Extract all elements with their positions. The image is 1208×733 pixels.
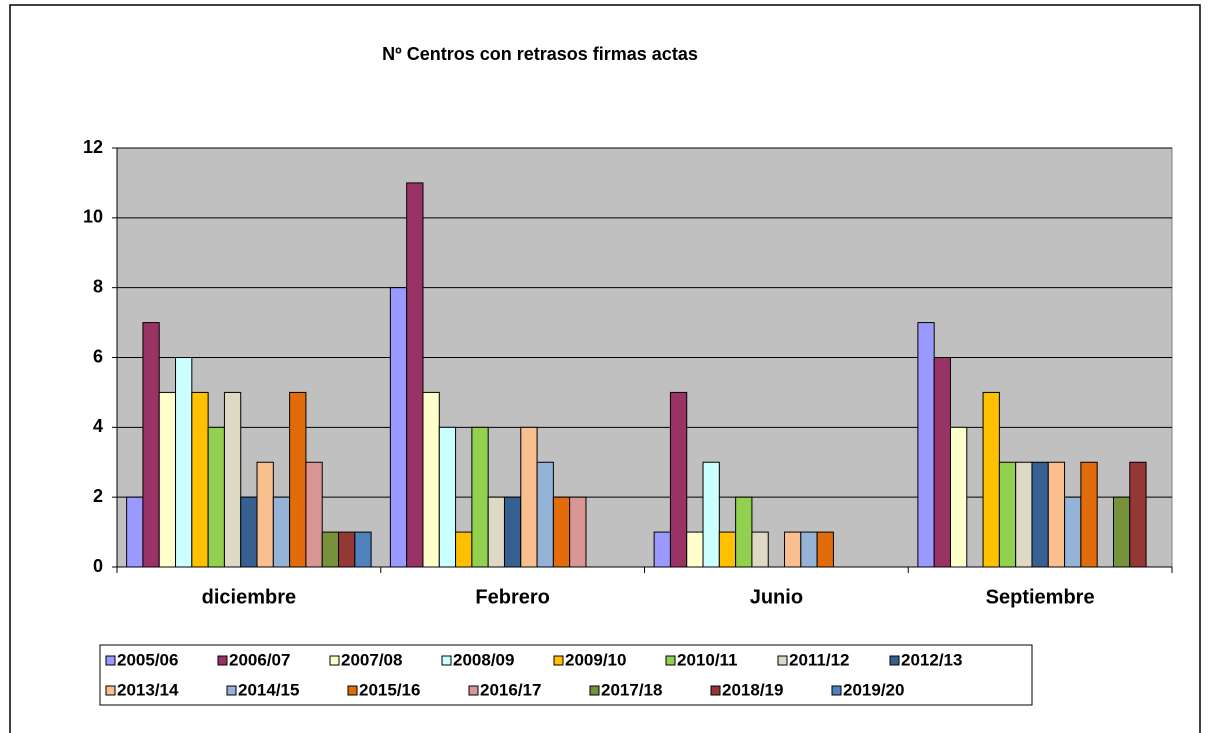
bar	[569, 496, 587, 568]
bar	[1015, 461, 1033, 568]
legend-swatch	[105, 655, 116, 666]
bar	[917, 322, 935, 568]
bar	[422, 391, 440, 568]
bar	[207, 426, 225, 568]
y-tick-label: 8	[93, 276, 103, 296]
chart-title: Nº Centros con retrasos firmas actas	[382, 44, 698, 64]
legend-label: 2014/15	[238, 680, 299, 699]
legend-label: 2011/12	[789, 650, 850, 669]
bar	[455, 531, 473, 568]
legend-label: 2006/07	[229, 650, 290, 669]
bar	[158, 391, 177, 568]
bar	[354, 531, 372, 568]
legend-label: 2017/18	[601, 680, 662, 699]
bar	[289, 391, 307, 568]
y-tick-label: 10	[83, 207, 103, 227]
bar	[982, 391, 1000, 568]
bar	[240, 496, 258, 568]
bar	[272, 496, 291, 568]
bar	[718, 531, 737, 568]
y-tick-label: 12	[83, 137, 103, 157]
bar	[1080, 461, 1098, 568]
bar	[751, 531, 769, 568]
x-tick-label: Febrero	[475, 586, 549, 608]
y-tick-label: 2	[93, 486, 103, 506]
legend-swatch	[441, 655, 452, 666]
legend-label: 2012/13	[901, 650, 962, 669]
legend-swatch	[105, 685, 116, 696]
legend-swatch	[831, 685, 842, 696]
legend-label: 2007/08	[341, 650, 402, 669]
bar	[321, 531, 340, 568]
legend-swatch	[217, 655, 228, 666]
bar	[223, 391, 242, 568]
bar	[816, 531, 834, 568]
x-tick-label: Junio	[750, 586, 803, 608]
x-tick-label: Septiembre	[986, 586, 1095, 608]
bar	[191, 391, 209, 568]
legend-swatch	[889, 655, 900, 666]
bar	[669, 391, 688, 568]
bar	[998, 461, 1017, 568]
legend-label: 2018/19	[722, 680, 783, 699]
legend-label: 2015/16	[359, 680, 420, 699]
bar	[1129, 461, 1147, 568]
bar	[389, 287, 408, 568]
bar	[686, 531, 704, 568]
bar	[126, 496, 144, 568]
legend-swatch	[710, 685, 721, 696]
legend	[99, 644, 1033, 706]
bar	[702, 461, 720, 568]
legend-swatch	[589, 685, 600, 696]
bar	[487, 496, 505, 568]
bar	[536, 461, 554, 568]
bar	[471, 426, 489, 568]
bar	[142, 322, 160, 568]
bar	[305, 461, 323, 568]
bar	[175, 357, 193, 568]
legend-label: 2009/10	[565, 650, 626, 669]
legend-swatch	[226, 685, 237, 696]
legend-label: 2016/17	[480, 680, 541, 699]
chart-frame	[9, 4, 1201, 733]
legend-label: 2019/20	[843, 680, 904, 699]
legend-swatch	[329, 655, 340, 666]
legend-swatch	[553, 655, 564, 666]
bar	[1047, 461, 1066, 568]
bar	[406, 182, 424, 568]
bar	[338, 531, 356, 568]
legend-label: 2010/11	[677, 650, 738, 669]
bar	[949, 426, 968, 568]
bar	[800, 531, 818, 568]
bar	[784, 531, 802, 568]
bar	[503, 496, 522, 568]
bar	[1064, 496, 1082, 568]
bar	[520, 426, 538, 568]
bar	[552, 496, 571, 568]
legend-swatch	[665, 655, 676, 666]
legend-label: 2013/14	[117, 680, 179, 699]
bar	[735, 496, 753, 568]
bar	[933, 357, 951, 568]
legend-label: 2005/06	[117, 650, 178, 669]
bar	[256, 461, 274, 568]
y-tick-label: 0	[93, 556, 103, 576]
legend-swatch	[468, 685, 479, 696]
legend-label: 2008/09	[453, 650, 514, 669]
bar	[438, 426, 457, 568]
bar	[1112, 496, 1131, 568]
legend-swatch	[777, 655, 788, 666]
x-tick-label: diciembre	[202, 586, 296, 608]
bar	[653, 531, 671, 568]
bar	[1031, 461, 1049, 568]
legend-swatch	[347, 685, 358, 696]
y-tick-label: 6	[93, 346, 103, 366]
y-tick-label: 4	[93, 416, 103, 436]
